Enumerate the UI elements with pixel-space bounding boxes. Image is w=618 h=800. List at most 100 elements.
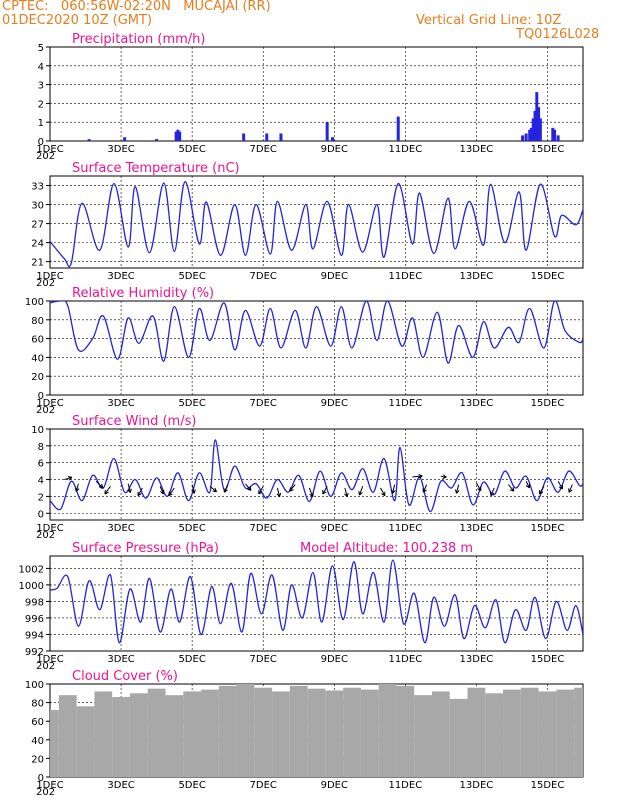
precip-bar	[556, 135, 560, 141]
precip-bar	[553, 129, 557, 141]
x-tick-label: 7DEC	[250, 144, 277, 155]
year-stub: 202	[36, 405, 55, 416]
wind-arrow	[568, 484, 573, 493]
panel-subtitle: Model Altitude: 100.238 m	[300, 541, 473, 556]
panel-frame	[49, 46, 584, 142]
x-tick-label: 1DEC	[36, 271, 63, 282]
x-tick-label: 9DEC	[321, 144, 348, 155]
x-tick-label: 5DEC	[178, 144, 205, 155]
precip-bar	[537, 107, 541, 141]
header-location: CPTEC: 060:56W-02:20N MUCAJAI (RR)	[2, 0, 271, 14]
series-line	[50, 559, 583, 644]
x-tick-label: 3DEC	[107, 398, 134, 409]
x-tick-label: 13DEC	[460, 780, 494, 791]
x-tick-label: 3DEC	[107, 271, 134, 282]
wind-arrow	[127, 483, 132, 493]
wind-arrow	[209, 485, 217, 493]
x-tick-label: 3DEC	[107, 780, 134, 791]
wind-arrow	[454, 484, 460, 494]
x-tick-label: 1DEC	[36, 523, 63, 534]
y-tick-label: 60	[31, 717, 44, 728]
y-tick-label: 40	[31, 353, 44, 364]
wind-arrow	[557, 480, 564, 490]
cloud-bar	[343, 687, 361, 777]
wind-arrow	[539, 486, 545, 495]
cloud-bar	[485, 693, 504, 777]
cloud-bar	[112, 697, 130, 777]
year-stub: 202	[36, 278, 55, 289]
y-tick-label: 998	[25, 597, 44, 608]
x-tick-label: 5DEC	[178, 523, 205, 534]
x-tick-label: 15DEC	[531, 654, 565, 665]
y-tick-label: 1002	[19, 564, 44, 575]
cloud-bar	[431, 691, 450, 777]
cloud-bar	[218, 685, 237, 777]
precip-bar	[524, 133, 528, 141]
y-tick-label: 100	[25, 680, 44, 691]
y-tick-label: 4	[38, 476, 44, 487]
y-tick-label: 6	[38, 459, 44, 470]
wind-arrow	[412, 473, 423, 479]
precip-bar	[174, 131, 178, 141]
wind-arrow	[289, 484, 296, 492]
panel-title: Relative Humidity (%)	[72, 286, 214, 301]
header-code: TQ0126L028	[516, 27, 600, 42]
series-line	[50, 181, 583, 268]
panel-title: Surface Wind (m/s)	[72, 414, 196, 429]
y-tick-label: 80	[31, 316, 44, 327]
x-tick-label: 15DEC	[531, 780, 565, 791]
y-tick-label: 20	[31, 754, 44, 765]
cloud-bar	[183, 691, 202, 777]
precip-bar	[535, 92, 539, 141]
precip-bar	[123, 137, 127, 141]
wind-arrow	[358, 486, 364, 496]
x-tick-label: 3DEC	[107, 523, 134, 534]
wind-arrow	[258, 486, 264, 495]
cloud-bar	[76, 706, 95, 777]
y-tick-label: 1000	[19, 581, 44, 592]
cloud-bar	[574, 687, 583, 777]
precip-bar	[529, 127, 533, 141]
wind-arrow	[223, 484, 229, 493]
wind-arrow	[95, 480, 104, 489]
x-tick-label: 9DEC	[321, 398, 348, 409]
wind-arrow	[64, 475, 73, 481]
precip-bar	[551, 127, 555, 141]
cloud-bar	[289, 685, 308, 777]
cloud-bar	[396, 685, 415, 777]
series-line	[50, 439, 583, 513]
cloud-bar	[129, 693, 148, 777]
panel-4	[46, 555, 584, 652]
wind-arrow	[344, 487, 349, 498]
precip-bar	[279, 133, 283, 141]
x-tick-label: 13DEC	[460, 271, 494, 282]
y-tick-label: 60	[31, 335, 44, 346]
precip-bar	[330, 137, 334, 141]
x-tick-label: 1DEC	[36, 654, 63, 665]
panel-title: Precipitation (mm/h)	[72, 32, 205, 47]
panel-frame	[49, 175, 584, 269]
cloud-bar	[325, 690, 344, 777]
y-tick-label: 8	[38, 442, 44, 453]
x-tick-label: 15DEC	[531, 271, 565, 282]
wind-arrow	[276, 487, 282, 498]
cloud-bar	[272, 691, 290, 777]
precip-bar	[528, 129, 532, 141]
wind-arrow	[137, 487, 143, 497]
y-tick-label: 0	[38, 509, 44, 520]
precip-bar	[265, 133, 269, 141]
cloud-bar	[414, 695, 432, 777]
x-tick-label: 13DEC	[460, 144, 494, 155]
cloud-bar	[165, 695, 184, 777]
x-tick-label: 9DEC	[321, 523, 348, 534]
x-tick-label: 5DEC	[178, 780, 205, 791]
y-tick-label: 996	[25, 614, 44, 625]
precip-bar	[87, 139, 91, 141]
y-tick-label: 100	[25, 297, 44, 308]
x-tick-label: 13DEC	[460, 398, 494, 409]
panel-frame	[49, 300, 584, 396]
x-tick-label: 7DEC	[250, 654, 277, 665]
cloud-bar	[360, 689, 379, 777]
panel-frame	[49, 555, 584, 652]
x-tick-label: 7DEC	[250, 523, 277, 534]
